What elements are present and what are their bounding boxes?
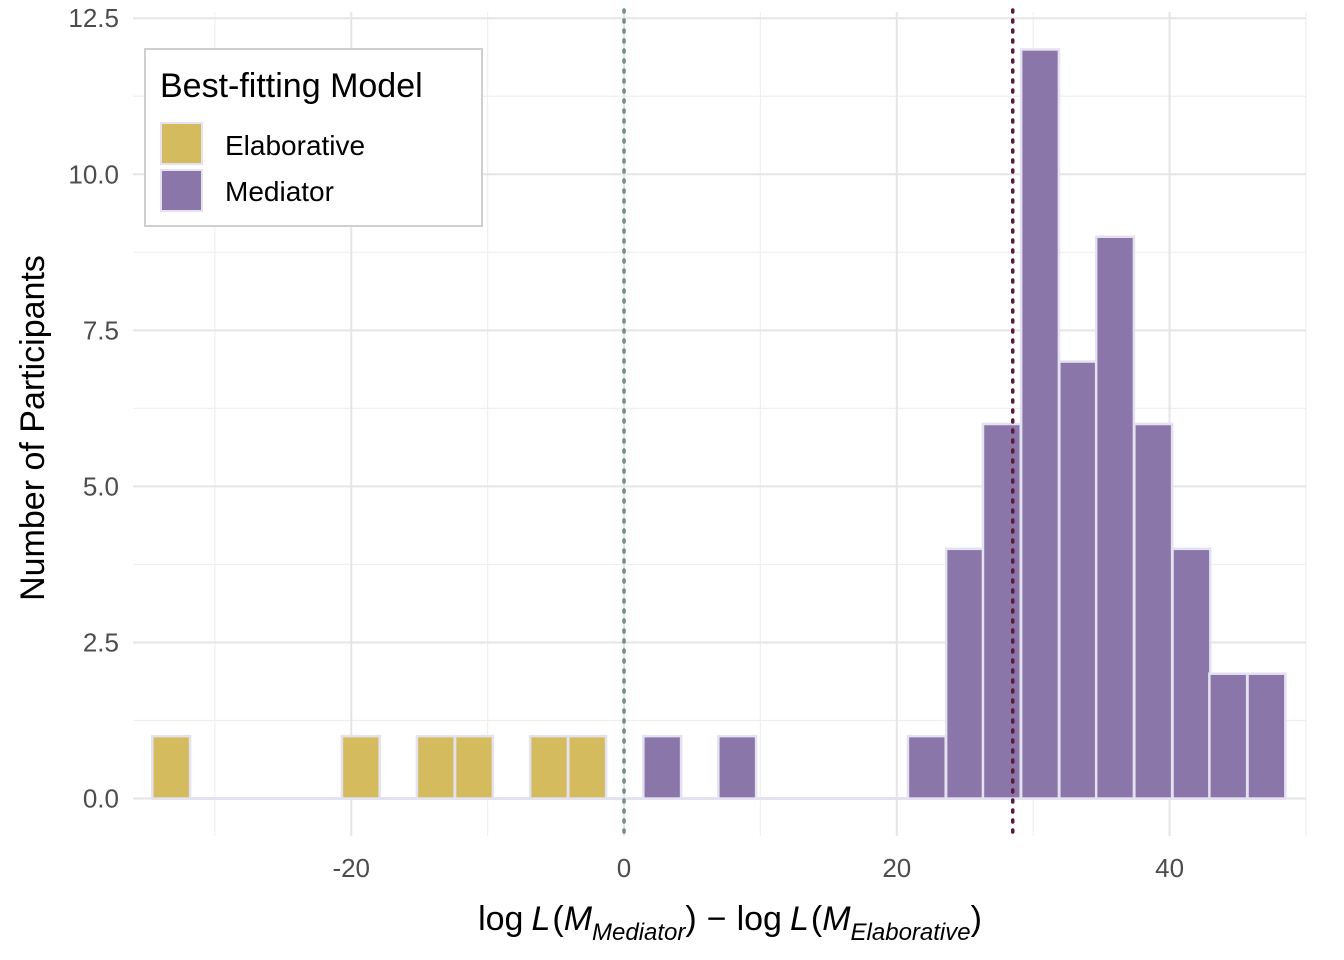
legend-swatch-mediator — [160, 169, 203, 212]
x-title-log1: log — [478, 900, 523, 938]
x-axis-ticks: -20 0 20 40 — [332, 853, 1184, 883]
histogram-bar-elaborative — [415, 734, 456, 800]
histogram-bars — [151, 48, 1287, 800]
histogram-bar-mediator — [981, 422, 1022, 800]
histogram-bar-mediator — [1208, 672, 1249, 800]
x-title-sub-mediator: Mediator — [592, 919, 686, 946]
histogram-bar-elaborative — [151, 734, 192, 800]
histogram-bar-mediator — [1246, 672, 1287, 800]
histogram-bar-mediator — [717, 734, 758, 800]
x-tick-label: -20 — [332, 853, 370, 883]
histogram-bar-elaborative — [528, 734, 570, 800]
y-axis-ticks: 0.0 2.5 5.0 7.5 10.0 12.5 — [68, 3, 119, 813]
histogram-bar-elaborative — [567, 734, 608, 800]
y-tick-label: 12.5 — [68, 3, 119, 33]
y-tick-label: 5.0 — [83, 471, 119, 501]
histogram-bar-mediator — [642, 734, 683, 800]
y-tick-label: 2.5 — [83, 627, 119, 657]
x-title-L1: L — [531, 900, 550, 938]
y-axis-title: Number of Participants — [14, 255, 52, 601]
x-tick-label: 0 — [617, 853, 631, 883]
x-title-L2: L — [790, 900, 809, 938]
y-tick-label: 7.5 — [83, 315, 119, 345]
histogram-bar-elaborative — [453, 734, 495, 800]
histogram-bar-mediator — [1094, 235, 1136, 800]
legend-label-elaborative: Elaborative — [225, 130, 365, 161]
x-title-M2: M — [822, 900, 851, 938]
histogram-bar-mediator — [906, 734, 947, 800]
histogram-bar-elaborative — [340, 734, 381, 800]
x-title-sub-elaborative: Elaborative — [851, 919, 971, 946]
histogram-bar-mediator — [1019, 48, 1061, 800]
y-tick-label: 10.0 — [68, 159, 119, 189]
legend-title: Best-fitting Model — [160, 67, 423, 105]
legend: Best-fitting Model Elaborative Mediator — [144, 48, 483, 227]
x-tick-label: 40 — [1155, 853, 1184, 883]
x-title-minus: − — [707, 900, 727, 938]
x-axis-title: log L(MMediator) − log L(MElaborative) — [478, 900, 982, 946]
y-tick-label: 0.0 — [83, 784, 119, 814]
x-tick-label: 20 — [882, 853, 911, 883]
histogram-bar-mediator — [1133, 422, 1174, 800]
reference-lines — [622, 8, 1015, 838]
legend-label-mediator: Mediator — [225, 176, 334, 207]
x-title-log2: log — [737, 900, 782, 938]
histogram-bar-mediator — [944, 547, 986, 800]
histogram-bar-mediator — [1171, 547, 1212, 800]
legend-swatch-elaborative — [160, 122, 203, 165]
x-title-M1: M — [564, 900, 593, 938]
histogram-bar-mediator — [1058, 360, 1099, 800]
